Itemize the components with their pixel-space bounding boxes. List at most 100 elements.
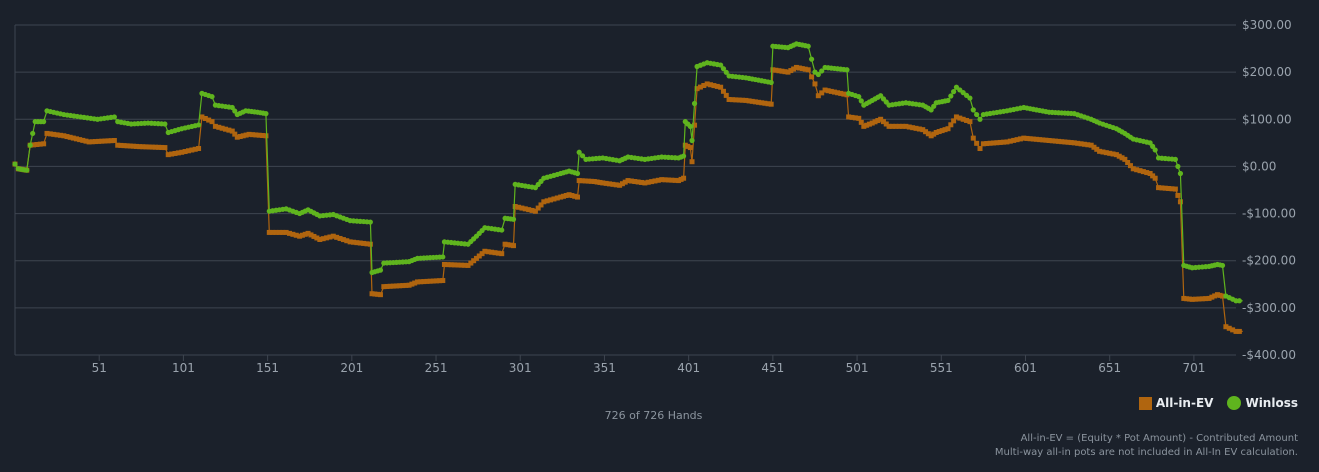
- series-point-all-in-ev: [544, 198, 550, 204]
- series-point-all-in-ev: [1186, 296, 1192, 302]
- series-point-all-in-ev: [910, 125, 916, 131]
- series-point-all-in-ev: [1049, 138, 1055, 144]
- series-point-all-in-ev: [384, 283, 390, 289]
- series-point-all-in-ev: [900, 123, 906, 129]
- series-point-all-in-ev: [967, 119, 973, 125]
- series-point-all-in-ev: [692, 122, 698, 128]
- legend-item-all-in-ev[interactable]: All-in-EV: [1138, 396, 1213, 410]
- series-point-all-in-ev: [687, 145, 693, 151]
- series-point-all-in-ev: [1233, 328, 1239, 334]
- series-point-all-in-ev: [44, 130, 50, 136]
- series-point-all-in-ev: [925, 131, 931, 137]
- series-point-all-in-ev: [572, 193, 578, 199]
- series-point-winloss: [209, 94, 215, 100]
- series-point-all-in-ev: [733, 97, 739, 103]
- series-point-all-in-ev: [1100, 149, 1106, 155]
- series-point-all-in-ev: [957, 115, 963, 121]
- series-point-all-in-ev: [70, 135, 76, 141]
- series-point-all-in-ev: [893, 123, 899, 129]
- series-point-all-in-ev: [563, 193, 569, 198]
- series-point-all-in-ev: [31, 142, 37, 148]
- series-point-all-in-ev: [711, 83, 717, 89]
- series-point-all-in-ev: [54, 132, 60, 138]
- series-point-all-in-ev: [1075, 140, 1081, 146]
- footnote: All-in-EV = (Equity * Pot Amount) - Cont…: [995, 432, 1298, 460]
- series-point-winloss: [951, 89, 957, 95]
- series-point-all-in-ev: [591, 179, 597, 185]
- series-point-winloss: [948, 93, 954, 99]
- series-point-all-in-ev: [628, 178, 634, 184]
- series-point-all-in-ev: [635, 179, 641, 185]
- series-point-all-in-ev: [662, 177, 668, 183]
- series-point-all-in-ev: [796, 65, 802, 71]
- series-point-all-in-ev: [253, 132, 259, 138]
- series-point-all-in-ev: [984, 141, 990, 147]
- x-tick-label: 251: [425, 361, 448, 375]
- series-point-all-in-ev: [782, 69, 788, 75]
- series-point-all-in-ev: [1203, 296, 1209, 302]
- series-point-all-in-ev: [920, 127, 926, 133]
- series-point-all-in-ev: [740, 97, 746, 103]
- series-point-all-in-ev: [393, 283, 399, 289]
- series-point-all-in-ev: [1223, 324, 1229, 330]
- series-point-all-in-ev: [828, 88, 834, 94]
- series-point-all-in-ev: [243, 132, 249, 138]
- series-point-all-in-ev: [672, 177, 678, 183]
- series-point-winloss: [856, 94, 862, 100]
- series-point-all-in-ev: [433, 278, 439, 284]
- series-point-all-in-ev: [351, 239, 357, 245]
- series-point-all-in-ev: [80, 137, 86, 143]
- series-point-all-in-ev: [105, 138, 111, 144]
- series-point-all-in-ev: [34, 142, 40, 148]
- series-point-all-in-ev: [652, 178, 658, 184]
- series-point-all-in-ev: [1122, 156, 1128, 162]
- series-point-all-in-ev: [375, 291, 381, 297]
- series-point-all-in-ev: [694, 86, 700, 92]
- series-point-all-in-ev: [645, 179, 651, 185]
- series-point-all-in-ev: [752, 99, 758, 105]
- x-tick-label: 501: [846, 361, 869, 375]
- series-point-all-in-ev: [400, 283, 406, 289]
- series-point-winloss: [162, 121, 168, 127]
- series-point-all-in-ev: [302, 231, 308, 237]
- legend-item-winloss[interactable]: Winloss: [1227, 396, 1298, 410]
- series-point-all-in-ev: [977, 146, 983, 152]
- series-point-all-in-ev: [1024, 135, 1030, 141]
- series-point-all-in-ev: [287, 230, 293, 236]
- series-point-all-in-ev: [768, 101, 774, 107]
- series-point-all-in-ev: [676, 178, 682, 184]
- series-point-all-in-ev: [1091, 144, 1097, 150]
- series-point-all-in-ev: [736, 97, 742, 103]
- series-point-all-in-ev: [115, 142, 121, 148]
- series-point-all-in-ev: [156, 144, 162, 150]
- x-tick-label: 401: [677, 361, 700, 375]
- series-point-all-in-ev: [223, 126, 229, 132]
- series-point-all-in-ev: [613, 182, 619, 188]
- series-point-all-in-ev: [704, 81, 710, 87]
- series-point-all-in-ev: [397, 283, 403, 289]
- series-point-all-in-ev: [582, 178, 588, 184]
- series-point-all-in-ev: [522, 206, 528, 212]
- series-point-winloss: [24, 167, 30, 173]
- series-point-all-in-ev: [143, 144, 149, 150]
- series-point-winloss: [681, 153, 687, 159]
- series-point-all-in-ev: [575, 194, 581, 200]
- series-point-all-in-ev: [140, 144, 146, 150]
- series-point-all-in-ev: [933, 129, 939, 135]
- series-point-all-in-ev: [928, 133, 934, 139]
- series-point-all-in-ev: [330, 233, 336, 239]
- series-point-all-in-ev: [415, 279, 421, 285]
- series-point-all-in-ev: [1140, 169, 1146, 175]
- series-point-all-in-ev: [831, 89, 837, 95]
- series-point-all-in-ev: [489, 249, 495, 255]
- series-point-all-in-ev: [192, 146, 198, 152]
- series-point-all-in-ev: [367, 241, 373, 247]
- series-point-all-in-ev: [111, 138, 117, 143]
- series-point-all-in-ev: [990, 140, 996, 146]
- series-point-all-in-ev: [511, 243, 517, 249]
- series-point-all-in-ev: [622, 179, 628, 185]
- series-point-all-in-ev: [357, 240, 363, 246]
- series-point-winloss: [819, 68, 825, 74]
- series-point-all-in-ev: [73, 136, 79, 142]
